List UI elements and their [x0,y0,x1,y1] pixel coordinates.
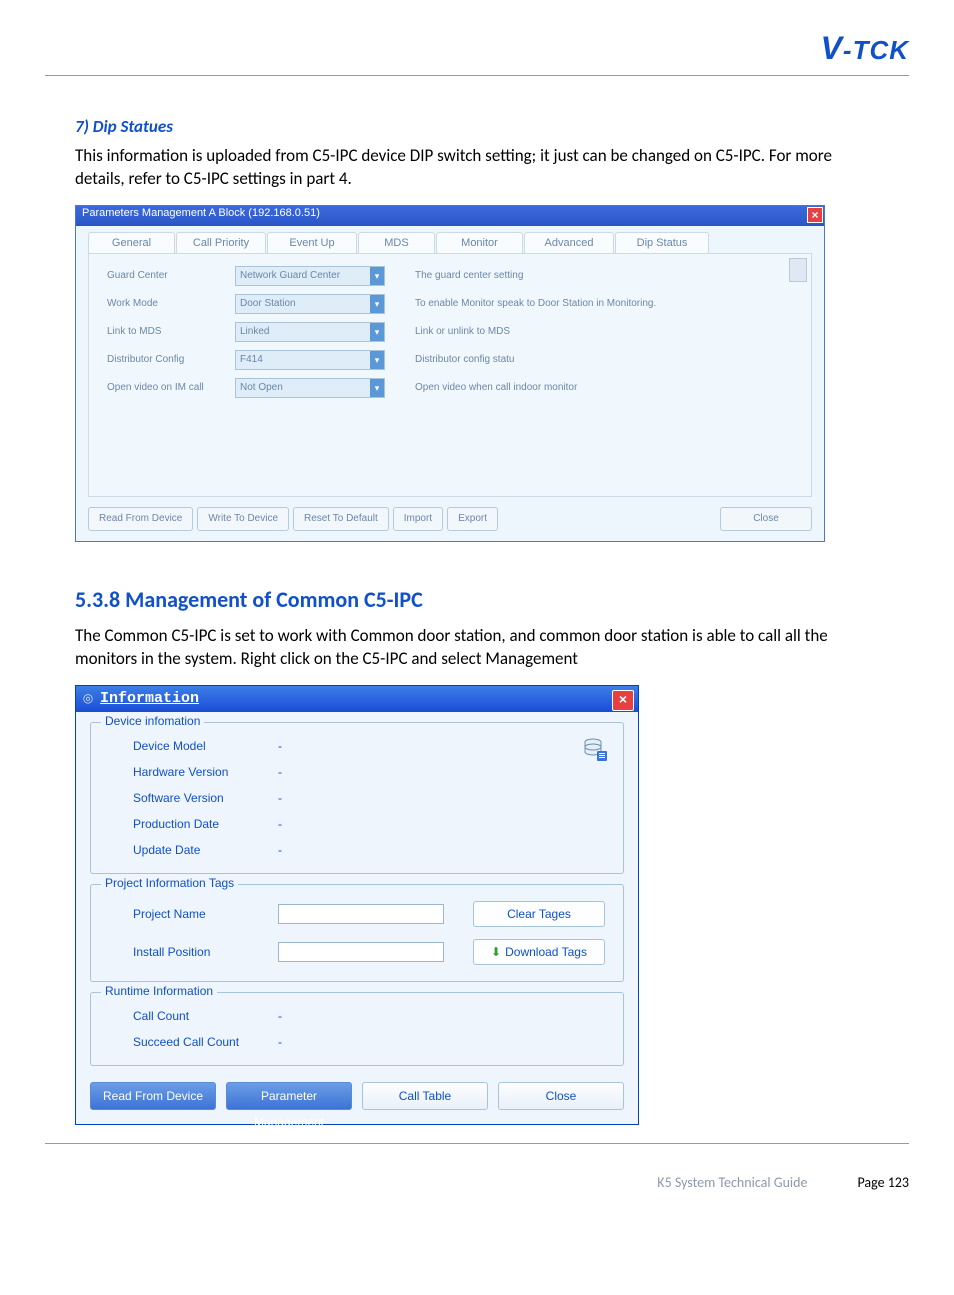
device-info-group: Device infomation Device Model-Hardwa [90,722,624,874]
tab-event-up[interactable]: Event Up [267,232,357,253]
info-button-row: Read From Device Parameter Management Call… [90,1076,624,1110]
tab-dip-status[interactable]: Dip Status [615,232,709,253]
read-from-device-button[interactable]: Read From Device [88,507,193,531]
info-label: Update Date [133,843,278,857]
brand-logo: V-TCK [821,30,909,67]
section-1-title: 7) Dip Statues [75,116,879,137]
download-tags-button[interactable]: ⬇ Download Tags [473,939,605,965]
project-tags-legend: Project Information Tags [101,876,238,890]
info-title: Information [100,690,199,707]
close-button[interactable]: Close [720,507,812,531]
info-row: Software Version- [109,791,605,805]
close-icon[interactable]: × [612,690,634,711]
project-name-label: Project Name [133,907,278,921]
param-label: Link to MDS [107,326,235,337]
param-select[interactable]: Network Guard Center [235,266,385,286]
param-row: Work ModeDoor Station To enable Monitor s… [107,294,793,314]
reset-to-default-button[interactable]: Reset To Default [293,507,389,531]
param-row: Distributor ConfigF414 Distributor config… [107,350,793,370]
info-titlebar: ◎ Information × [76,686,638,712]
param-select[interactable]: F414 [235,350,385,370]
param-label: Open video on IM call [107,382,235,393]
info-value: - [278,791,282,805]
side-widget [789,258,807,282]
info-label: Software Version [133,791,278,805]
param-select[interactable]: Door Station [235,294,385,314]
param-desc: Open video when call indoor monitor [415,382,577,393]
param-desc: Distributor config statu [415,354,515,365]
info-label: Device Model [133,739,278,753]
info-label: Succeed Call Count [133,1035,278,1049]
params-panel: Guard CenterNetwork Guard Center The guar… [88,253,812,497]
info-value: - [278,739,282,753]
tab-monitor[interactable]: Monitor [436,232,523,253]
install-position-label: Install Position [133,945,278,959]
close-button[interactable]: Close [498,1082,624,1110]
info-row: Device Model- [109,739,605,753]
close-icon[interactable]: × [807,207,823,223]
dialog-titlebar: Parameters Management A Block (192.168.0… [76,206,824,226]
info-row: Update Date- [109,843,605,857]
section-1-body: This information is uploaded from C5-IPC… [75,145,879,191]
device-info-legend: Device infomation [101,714,204,728]
info-icon: ◎ [80,691,96,707]
param-select[interactable]: Not Open [235,378,385,398]
footer-page: Page 123 [857,1174,909,1191]
info-value: - [278,817,282,831]
write-to-device-button[interactable]: Write To Device [197,507,289,531]
runtime-info-legend: Runtime Information [101,984,217,998]
param-row: Link to MDSLinked Link or unlink to MDS [107,322,793,342]
param-desc: To enable Monitor speak to Door Station … [415,298,656,309]
info-row: Hardware Version- [109,765,605,779]
tab-mds[interactable]: MDS [358,232,435,253]
information-dialog: ◎ Information × Device infomation [75,685,639,1125]
runtime-info-group: Runtime Information Call Count-Succeed C… [90,992,624,1066]
parameter-management-button[interactable]: Parameter Management [226,1082,352,1110]
param-desc: Link or unlink to MDS [415,326,510,337]
param-row: Open video on IM callNot Open Open video … [107,378,793,398]
info-value: - [278,1009,282,1023]
info-value: - [278,1035,282,1049]
footer-guide: K5 System Technical Guide [657,1174,807,1191]
param-label: Work Mode [107,298,235,309]
clear-tags-button[interactable]: Clear Tages [473,901,605,927]
info-row: Call Count- [109,1009,605,1023]
section-2-title: 5.3.8 Management of Common C5-IPC [75,586,879,613]
info-label: Call Count [133,1009,278,1023]
import-button[interactable]: Import [393,507,443,531]
install-position-input[interactable] [278,942,444,962]
section-2-body: The Common C5-IPC is set to work with Co… [75,625,879,671]
download-icon: ⬇ [491,945,501,959]
param-label: Guard Center [107,270,235,281]
footer-divider [45,1143,909,1144]
dialog-title: Parameters Management A Block (192.168.0… [82,207,320,219]
info-label: Production Date [133,817,278,831]
call-table-button[interactable]: Call Table [362,1082,488,1110]
tab-call-priority[interactable]: Call Priority [176,232,266,253]
param-desc: The guard center setting [415,270,523,281]
param-select[interactable]: Linked [235,322,385,342]
info-row: Production Date- [109,817,605,831]
param-label: Distributor Config [107,354,235,365]
info-value: - [278,843,282,857]
database-icon[interactable] [583,737,607,761]
dialog-button-row: Read From DeviceWrite To DeviceReset To … [76,507,824,541]
info-row: Succeed Call Count- [109,1035,605,1049]
param-row: Guard CenterNetwork Guard Center The guar… [107,266,793,286]
tab-advanced[interactable]: Advanced [524,232,614,253]
dialog-tabs: GeneralCall PriorityEvent UpMDSMonitorAd… [76,226,824,253]
tab-general[interactable]: General [88,232,175,253]
parameters-management-dialog: Parameters Management A Block (192.168.0… [75,205,825,542]
export-button[interactable]: Export [447,507,498,531]
project-tags-group: Project Information Tags Project Name Cl… [90,884,624,982]
info-value: - [278,765,282,779]
info-label: Hardware Version [133,765,278,779]
read-from-device-button[interactable]: Read From Device [90,1082,216,1110]
project-name-input[interactable] [278,904,444,924]
header-divider [45,75,909,76]
